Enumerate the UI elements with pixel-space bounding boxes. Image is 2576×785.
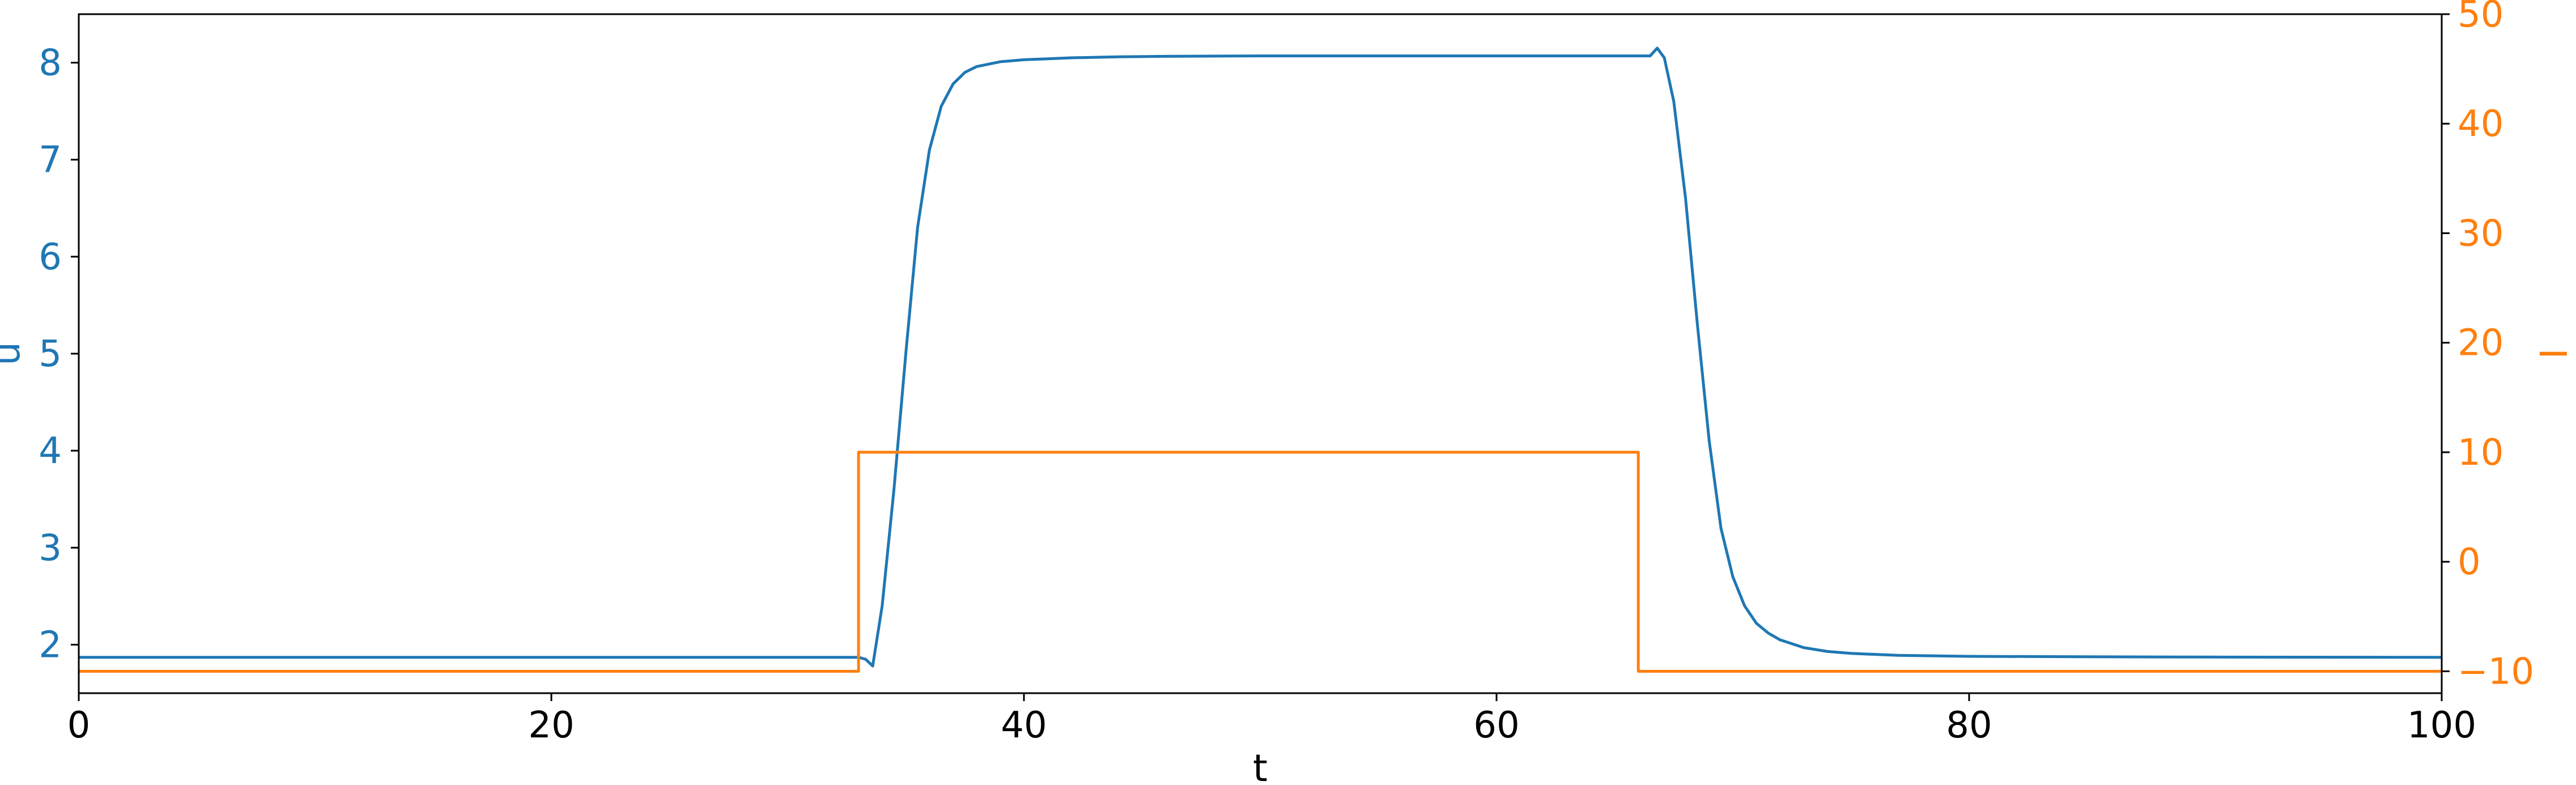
series-line-right	[79, 451, 2442, 673]
y-left-tick-label: 4	[39, 430, 62, 472]
x-tick-label: 20	[528, 705, 574, 746]
y-right-tick-label: 50	[2458, 0, 2503, 36]
x-axis-label: t	[1253, 746, 1268, 785]
y-left-tick-label: 3	[39, 527, 62, 569]
y-left-tick-label: 6	[39, 236, 62, 278]
series-layer	[79, 46, 2442, 673]
y-left-tick-label: 8	[39, 43, 62, 84]
x-tick-label: 60	[1473, 705, 1519, 746]
series-line-left	[79, 46, 2442, 668]
plot-frame	[78, 13, 2443, 694]
y-right-tick-label: −10	[2458, 651, 2534, 693]
y-right-tick-label: 20	[2458, 323, 2503, 364]
x-tick-label: 100	[2407, 705, 2476, 746]
y-right-tick-label: 30	[2458, 213, 2503, 254]
y-right-tick-label: 10	[2458, 432, 2503, 474]
y-axis-right-label: I	[2532, 348, 2576, 359]
y-left-tick-label: 7	[39, 139, 62, 181]
y-right-tick-label: 40	[2458, 103, 2503, 145]
y-right-tick-label: 0	[2458, 541, 2481, 583]
y-axis-right: −10 0 10 20 30 40 50	[2442, 0, 2534, 693]
x-axis: 0 20 40 60 80 100	[67, 693, 2476, 746]
y-axis-left: 2 3 4 5 6 7 8	[39, 43, 79, 666]
y-axis-left-label: u	[0, 342, 28, 366]
y-left-tick-label: 2	[39, 624, 62, 666]
x-tick-label: 80	[1946, 705, 1992, 746]
x-tick-label: 0	[67, 705, 91, 746]
x-tick-label: 40	[1001, 705, 1047, 746]
y-left-tick-label: 5	[39, 333, 62, 375]
